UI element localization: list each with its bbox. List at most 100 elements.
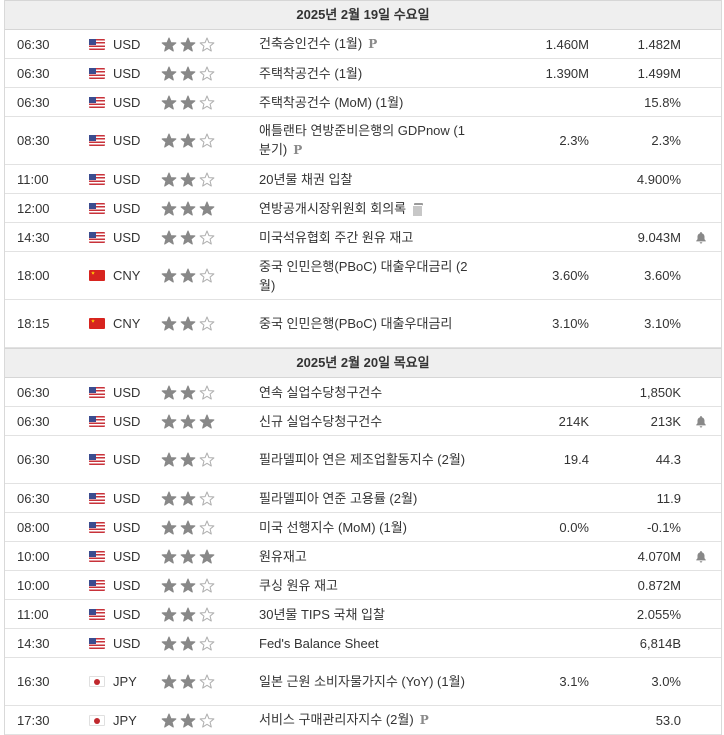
event-row[interactable]: 10:00 USD 쿠싱 원유 재고 0.872M [5, 571, 721, 600]
event-name-cell: 연속 실업수당청구건수 [259, 378, 474, 406]
event-time-text: 08:30 [17, 133, 50, 148]
event-row[interactable]: 10:00 USD 원유재고 4.070M [5, 542, 721, 571]
event-row[interactable]: 11:00 USD 20년물 채권 입찰 4.900% [5, 165, 721, 194]
previous-value: 3.10% [475, 300, 589, 347]
event-row[interactable]: 06:30 USD 주택착공건수 (MoM) (1월) 15.8% [5, 88, 721, 117]
event-row[interactable]: 08:30 USD 애틀랜타 연방준비은행의 GDPnow (1분기) P 2.3% 2.… [5, 117, 721, 165]
event-title-link[interactable]: 주택착공건수 (1월) [259, 65, 363, 81]
bell-icon[interactable] [695, 415, 707, 428]
cn-flag-icon [89, 270, 105, 281]
event-time-text: 06:30 [17, 452, 50, 467]
country-flag-cell [89, 88, 109, 116]
event-title-link[interactable]: 30년물 TIPS 국채 입찰 [259, 606, 385, 622]
star-filled-icon [180, 519, 196, 535]
event-time: 18:00 [17, 252, 67, 299]
event-time-text: 12:00 [17, 200, 50, 216]
us-flag-icon [89, 135, 105, 146]
event-title-link[interactable]: 쿠싱 원유 재고 [259, 577, 338, 593]
previous-value-text: 19.4 [563, 452, 589, 467]
previous-value-text: 3.1% [559, 674, 589, 689]
previous-value: 2.3% [475, 117, 589, 164]
event-row[interactable]: 14:30 USD Fed's Balance Sheet 6,814B [5, 629, 721, 658]
event-currency: USD [113, 30, 153, 58]
event-title-link[interactable]: 서비스 구매관리자지수 (2월) P [259, 710, 429, 730]
event-title-link[interactable]: 연방공개시장위원회 회의록 [259, 199, 424, 218]
bell-icon[interactable] [695, 231, 707, 244]
currency-code: USD [113, 413, 141, 429]
importance-stars [161, 629, 231, 657]
actual-value: 15.8% [595, 88, 681, 116]
actual-value-text: -0.1% [647, 519, 681, 535]
event-title-link[interactable]: 주택착공건수 (MoM) (1월) [259, 94, 404, 110]
actual-value-text: 44.3 [655, 452, 681, 467]
event-title-link[interactable]: 건축승인건수 (1월) P [259, 34, 377, 54]
importance-stars [161, 30, 231, 58]
event-title-link[interactable]: Fed's Balance Sheet [259, 635, 379, 651]
event-title-link[interactable]: 원유재고 [259, 548, 307, 564]
actual-value-text: 6,814B [639, 635, 681, 651]
importance-stars [161, 59, 231, 87]
country-flag-cell [89, 436, 109, 483]
document-icon[interactable] [412, 203, 424, 218]
actual-value-text: 0.872M [637, 577, 681, 593]
country-flag-cell [89, 600, 109, 628]
event-title-link[interactable]: 필라델피아 연은 제조업활동지수 (2월) [259, 452, 466, 467]
event-row[interactable]: 06:30 USD 신규 실업수당청구건수 214K 213K [5, 407, 721, 436]
currency-code: USD [113, 36, 141, 52]
us-flag-icon [89, 231, 105, 243]
star-empty-icon [199, 452, 215, 467]
event-row[interactable]: 06:30 USD 건축승인건수 (1월) P 1.460M 1.482M [5, 30, 721, 59]
event-title-link[interactable]: 애틀랜타 연방준비은행의 GDPnow (1분기) P [259, 121, 474, 160]
star-filled-icon [180, 268, 196, 283]
star-filled-icon [180, 452, 196, 467]
event-row[interactable]: 18:00 CNY 중국 인민은행(PBoC) 대출우대금리 (2월) 3.60% 3.… [5, 252, 721, 300]
event-title-link[interactable]: 중국 인민은행(PBoC) 대출우대금리 (2월) [259, 258, 468, 293]
star-filled-icon [161, 316, 177, 331]
event-title-link[interactable]: 중국 인민은행(PBoC) 대출우대금리 [259, 316, 453, 331]
currency-code: USD [113, 171, 141, 187]
actual-value: 2.3% [595, 117, 681, 164]
jp-flag-icon [89, 714, 105, 726]
event-time: 10:00 [17, 542, 67, 570]
event-time-text: 06:30 [17, 413, 50, 429]
event-title-link[interactable]: 연속 실업수당청구건수 [259, 384, 383, 400]
event-row[interactable]: 18:15 CNY 중국 인민은행(PBoC) 대출우대금리 3.10% 3.10% [5, 300, 721, 348]
country-flag-cell [89, 378, 109, 406]
event-row[interactable]: 06:30 USD 필라델피아 연은 제조업활동지수 (2월) 19.4 44.3 [5, 436, 721, 484]
alert-cell [691, 706, 711, 734]
country-flag-cell [89, 252, 109, 299]
previous-value [475, 484, 589, 512]
star-empty-icon [199, 133, 215, 148]
event-title-link[interactable]: 미국석유협회 주간 원유 재고 [259, 229, 414, 245]
event-time: 08:30 [17, 117, 67, 164]
event-title-link[interactable]: 필라델피아 연준 고용률 (2월) [259, 490, 418, 506]
previous-value [475, 542, 589, 570]
event-row[interactable]: 12:00 USD 연방공개시장위원회 회의록 [5, 194, 721, 223]
event-name-cell: 미국석유협회 주간 원유 재고 [259, 223, 474, 251]
bell-icon[interactable] [695, 550, 707, 563]
event-time-text: 11:00 [17, 606, 49, 622]
event-title-link[interactable]: 신규 실업수당청구건수 [259, 413, 383, 429]
event-row[interactable]: 06:30 USD 연속 실업수당청구건수 1,850K [5, 378, 721, 407]
event-name-cell: 서비스 구매관리자지수 (2월) P [259, 706, 474, 734]
star-filled-icon [161, 548, 177, 564]
event-name-cell: 신규 실업수당청구건수 [259, 407, 474, 435]
star-filled-icon [180, 490, 196, 506]
event-row[interactable]: 06:30 USD 필라델피아 연준 고용률 (2월) 11.9 [5, 484, 721, 513]
previous-value: 1.460M [475, 30, 589, 58]
event-row[interactable]: 06:30 USD 주택착공건수 (1월) 1.390M 1.499M [5, 59, 721, 88]
event-title-link[interactable]: 일본 근원 소비자물가지수 (YoY) (1월) [259, 674, 465, 689]
star-filled-icon [161, 413, 177, 429]
event-title-link[interactable]: 미국 선행지수 (MoM) (1월) [259, 519, 407, 535]
event-row[interactable]: 08:00 USD 미국 선행지수 (MoM) (1월) 0.0% -0.1% [5, 513, 721, 542]
event-title-link[interactable]: 20년물 채권 입찰 [259, 171, 353, 187]
event-row[interactable]: 16:30 JPY 일본 근원 소비자물가지수 (YoY) (1월) 3.1% 3.0% [5, 658, 721, 706]
actual-value-text: 1.482M [637, 36, 681, 52]
actual-value: 1.499M [595, 59, 681, 87]
event-row[interactable]: 11:00 USD 30년물 TIPS 국채 입찰 2.055% [5, 600, 721, 629]
event-name-cell: 필라델피아 연은 제조업활동지수 (2월) [259, 436, 474, 483]
alert-cell [691, 194, 711, 222]
event-row[interactable]: 14:30 USD 미국석유협회 주간 원유 재고 9.043M [5, 223, 721, 252]
us-flag-icon [89, 202, 105, 214]
alert-cell [691, 484, 711, 512]
